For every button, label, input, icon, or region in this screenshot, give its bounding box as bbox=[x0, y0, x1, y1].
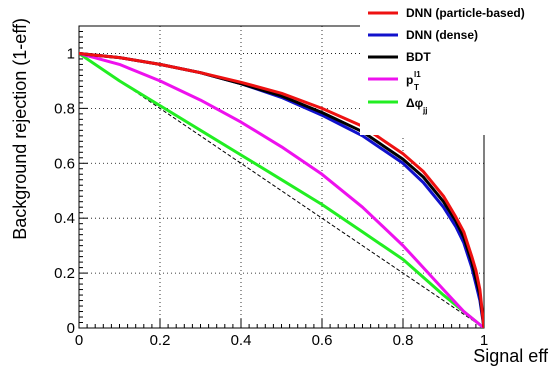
x-tick-label: 0.8 bbox=[393, 332, 414, 349]
series-line-random bbox=[79, 53, 484, 328]
x-tick-label: 0.2 bbox=[150, 332, 171, 349]
series-line bbox=[79, 52, 484, 328]
y-tick-label: 0.8 bbox=[54, 100, 75, 117]
x-tick-label: 0.6 bbox=[312, 332, 333, 349]
legend-label: BDT bbox=[406, 50, 431, 64]
y-tick-label: 0.2 bbox=[54, 265, 75, 282]
x-tick-label: 0.4 bbox=[231, 332, 252, 349]
legend-box bbox=[360, 0, 554, 135]
y-tick-label: 1 bbox=[67, 45, 75, 62]
legend-label-superscript: l1 bbox=[414, 70, 421, 79]
legend-label: Δφ bbox=[406, 96, 424, 110]
legend-label: p bbox=[406, 73, 413, 87]
series-line bbox=[79, 52, 484, 328]
y-axis-title: Background rejection (1-eff) bbox=[10, 18, 30, 240]
y-tick-label: 0.6 bbox=[54, 155, 75, 172]
legend-label-subscript: T bbox=[414, 83, 419, 92]
x-axis-title: Signal eff bbox=[473, 346, 549, 366]
legend-label: DNN (particle-based) bbox=[406, 6, 525, 20]
x-tick-label: 1 bbox=[480, 332, 488, 349]
x-tick-label: 0 bbox=[75, 332, 83, 349]
series-line bbox=[79, 52, 484, 328]
legend-label-subscript: jj bbox=[422, 106, 427, 115]
y-tick-label: 0 bbox=[67, 320, 75, 337]
legend: DNN (particle-based) DNN (dense) BDT p l1 T Δφ… bbox=[360, 0, 554, 135]
y-tick-label: 0.4 bbox=[54, 210, 75, 227]
legend-label: DNN (dense) bbox=[406, 28, 478, 42]
